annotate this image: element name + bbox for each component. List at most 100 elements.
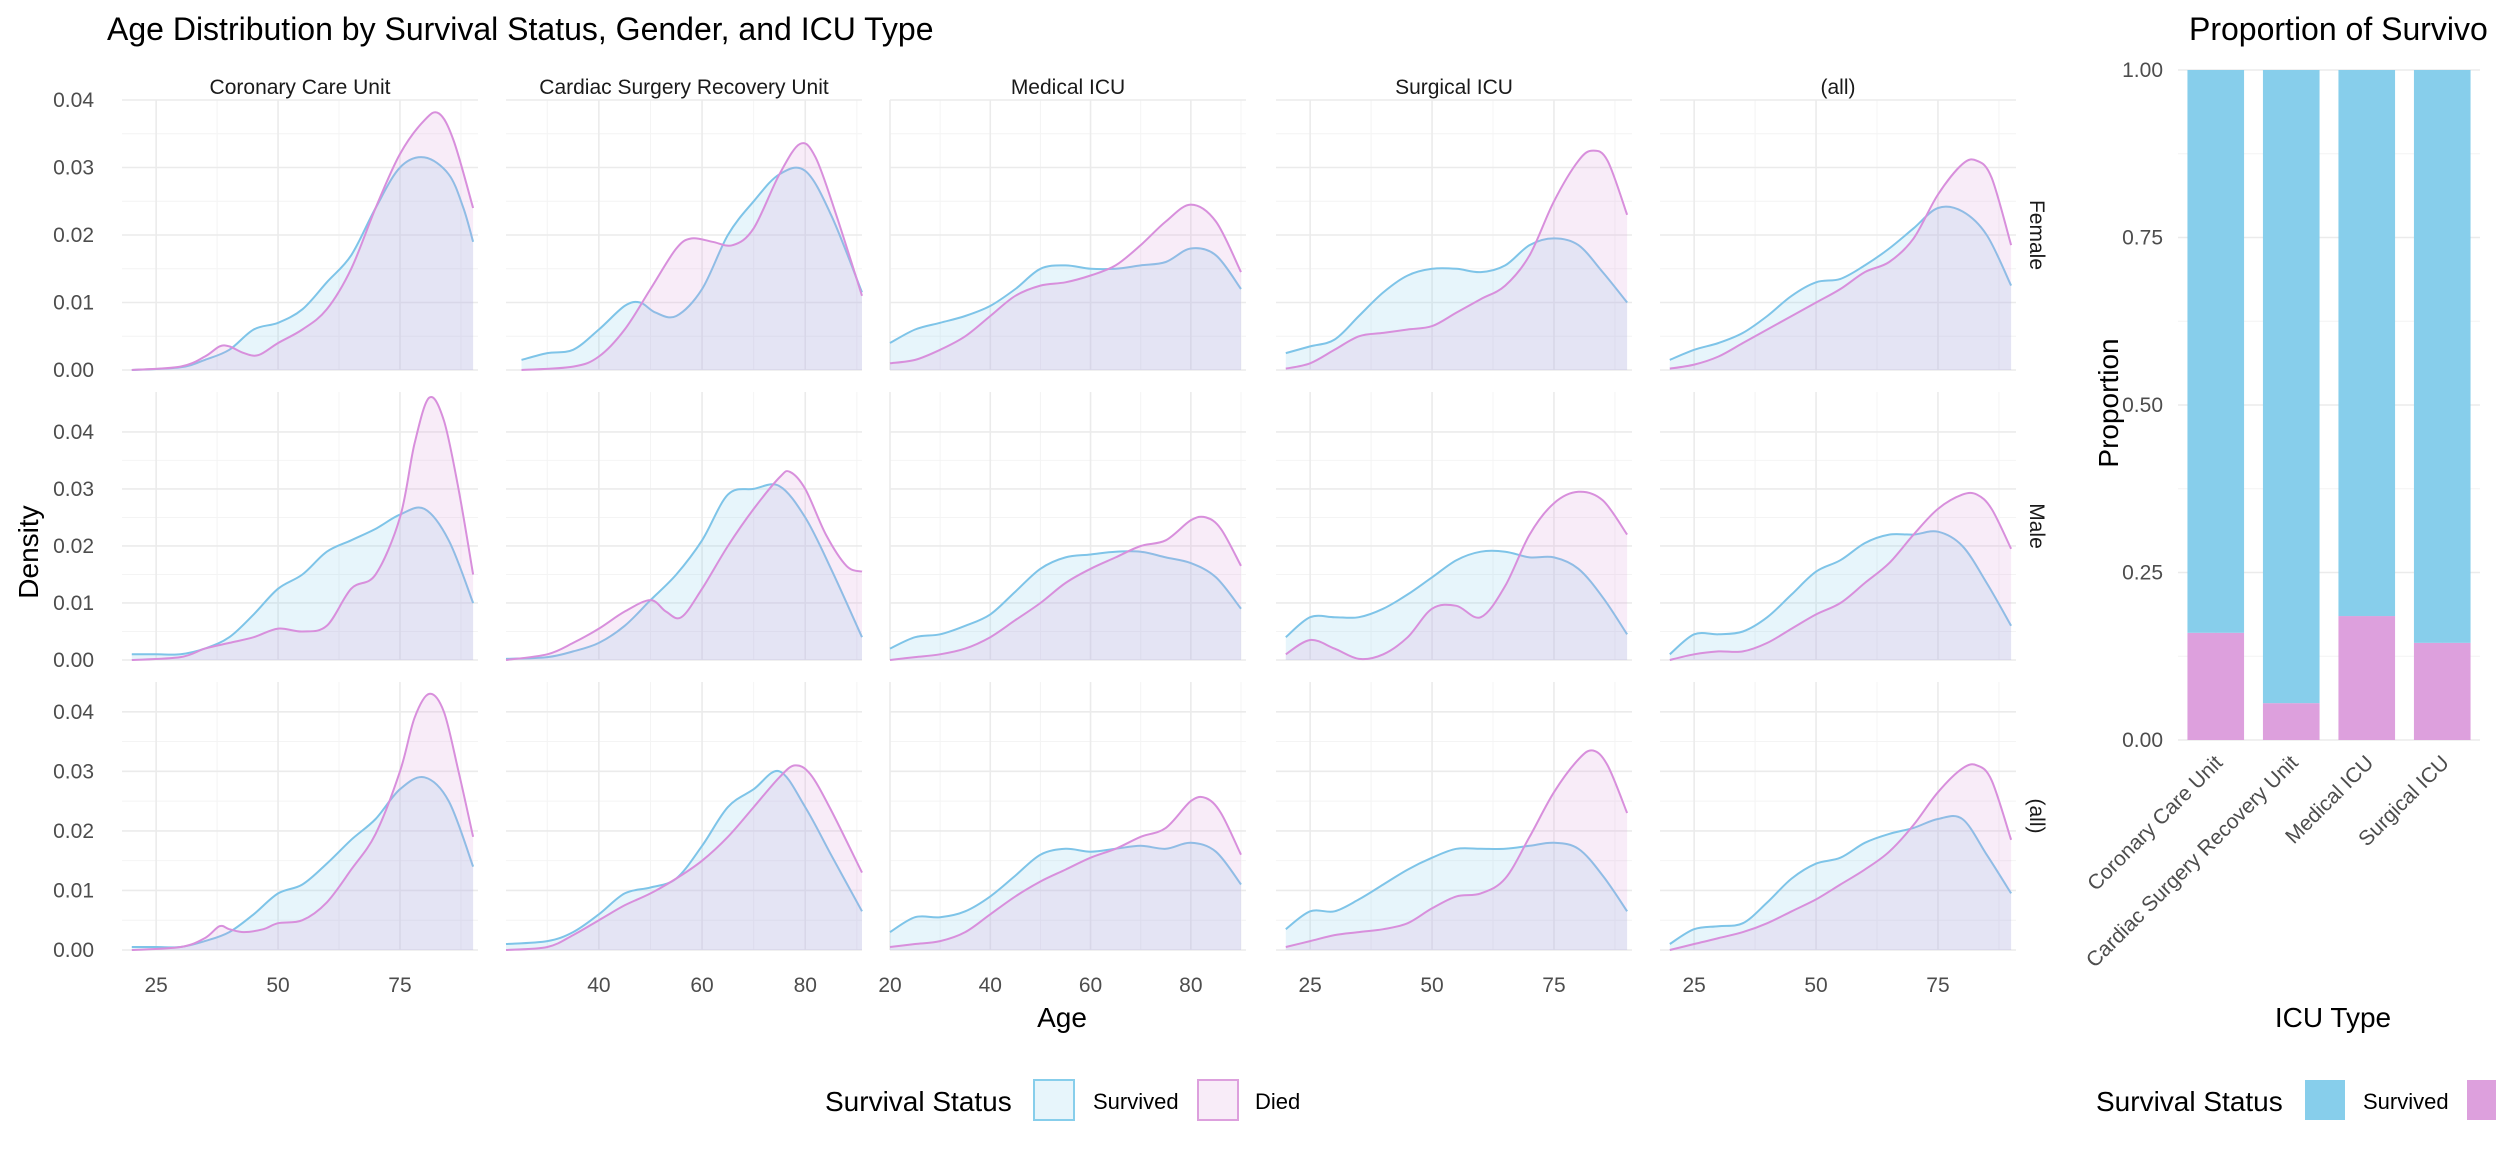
density-legend: Survival Status Survived Died [825,1079,1300,1121]
density-facet-chart: Age Distribution by Survival Status, Gen… [13,11,2048,1121]
x-tick-label-coronary-care-unit-0: 25 [144,974,167,997]
density-area-died-all-coronary-care-unit [131,693,474,950]
x-tick-label-surgical-icu-1: 50 [1420,974,1443,997]
facet-grid: 0.00 0.01 0.02 0.03 0.04 Female Coronary Care … [53,76,2048,997]
facet-col-strip-all: (all) [1821,76,1856,99]
x-tick-label-medical-icu-1: 40 [979,974,1002,997]
density-line-survived-all-medical-icu [889,841,1242,933]
legend-key-died-bar [2467,1080,2496,1120]
legend-key-died [1197,1079,1239,1121]
bar-y-tick-label-1: 0.25 [2122,562,2163,585]
proportion-legend-title: Survival Status [2096,1086,2283,1117]
facet-col-strip-surgical-icu: Surgical ICU [1395,76,1513,99]
density-area-died-all-cardiac-surgery-recovery-unit [506,765,862,950]
facet-panel-male-cardiac-surgery-recovery-unit [505,392,863,661]
density-area-survived-male-medical-icu [890,551,1241,660]
x-tick-label-medical-icu-2: 60 [1079,974,1102,997]
legend-label-survived-bar: Survived [2363,1089,2449,1114]
bar-survived-cardiac-surgery-recovery-unit [2262,70,2320,704]
density-area-died-male-coronary-care-unit [131,396,474,660]
density-line-survived-female-cardiac-surgery-recovery-unit [521,166,863,361]
y-tick-label-all-3: 0.03 [53,760,94,783]
proportion-y-axis-title: Proportion [2093,338,2124,467]
density-line-died-female-medical-icu [889,203,1242,365]
legend-label-died: Died [1255,1089,1300,1114]
facet-panel-female-cardiac-surgery-recovery-unit [506,99,863,371]
y-tick-label-all-0: 0.00 [53,939,94,962]
density-line-survived-male-cardiac-surgery-recovery-unit [505,483,863,660]
density-line-survived-male-surgical-icu [1285,549,1628,638]
legend-label-survived: Survived [1093,1089,1179,1114]
facet-panel-female-surgical-icu [1276,99,1632,371]
bar-y-tick-label-2: 0.50 [2122,394,2163,417]
density-area-survived-all-coronary-care-unit [131,776,474,950]
density-line-died-all-coronary-care-unit [131,692,475,951]
density-line-survived-male-all [1669,530,2012,656]
density-line-died-female-all [1669,158,2013,370]
density-area-survived-male-cardiac-surgery-recovery-unit [506,484,862,660]
density-line-died-all-cardiac-surgery-recovery-unit [505,764,863,951]
density-line-survived-female-all [1669,205,2013,361]
density-area-survived-male-all [1669,531,2012,660]
density-area-died-female-medical-icu [890,204,1241,370]
density-area-died-female-cardiac-surgery-recovery-unit [521,143,862,370]
density-area-died-male-surgical-icu [1285,491,1628,660]
density-area-died-all-medical-icu [890,796,1241,950]
y-tick-label-female-2: 0.02 [53,224,94,247]
density-x-axis-title: Age [1037,1002,1087,1033]
y-tick-label-female-0: 0.00 [53,359,94,382]
y-tick-label-male-0: 0.00 [53,649,94,672]
y-tick-label-all-4: 0.04 [53,701,94,724]
facet-panel-all-medical-icu [889,682,1246,951]
density-area-died-female-coronary-care-unit [131,112,474,370]
density-line-died-female-cardiac-surgery-recovery-unit [521,142,863,371]
y-tick-label-male-3: 0.03 [53,478,94,501]
density-area-died-female-surgical-icu [1285,150,1628,370]
density-line-died-all-surgical-icu [1285,749,1629,948]
facet-panel-all-surgical-icu [1276,682,1632,951]
facet-col-strip-cardiac-surgery-recovery-unit: Cardiac Surgery Recovery Unit [539,76,829,99]
density-area-died-all-all [1669,764,2012,950]
proportion-chart-title: Proportion of Survivo [2189,11,2488,47]
facet-panel-male-coronary-care-unit [122,392,478,661]
x-tick-label-coronary-care-unit-1: 50 [266,974,289,997]
x-tick-label-all-1: 50 [1804,974,1827,997]
density-line-survived-all-surgical-icu [1285,841,1628,930]
density-area-survived-all-cardiac-surgery-recovery-unit [506,770,862,950]
facet-panel-female-coronary-care-unit [122,99,478,371]
density-area-survived-female-cardiac-surgery-recovery-unit [521,167,862,370]
density-area-died-female-all [1669,159,2012,370]
bar-died-medical-icu [2338,616,2396,740]
y-tick-label-male-4: 0.04 [53,421,94,444]
y-tick-label-all-1: 0.01 [53,879,94,902]
facet-panel-male-all [1660,392,2016,661]
bar-x-tick-label-coronary-care-unit: Coronary Care Unit [2083,751,2227,895]
density-line-survived-female-medical-icu [889,247,1242,344]
density-legend-title: Survival Status [825,1086,1012,1117]
y-tick-label-male-1: 0.01 [53,592,94,615]
bar-survived-surgical-icu [2413,70,2471,643]
facet-panel-all-coronary-care-unit [122,682,478,951]
bar-died-coronary-care-unit [2187,632,2245,740]
density-line-died-male-medical-icu [889,515,1242,661]
x-tick-label-coronary-care-unit-2: 75 [388,974,411,997]
facet-row-strip-female: Female [2025,200,2048,270]
bar-y-tick-label-4: 1.00 [2122,59,2163,82]
facet-row-strip-all: (all) [2025,799,2048,834]
density-line-survived-female-coronary-care-unit [131,156,475,371]
x-tick-label-medical-icu-0: 20 [878,974,901,997]
bar-survived-medical-icu [2338,70,2396,617]
facet-panel-all-cardiac-surgery-recovery-unit [505,682,863,951]
facet-panel-male-surgical-icu [1276,392,1632,661]
proportion-bar-chart: Proportion of Survivo 0.00 0.25 0.50 0.75 1.… [2082,11,2496,1120]
bar-y-tick-label-3: 0.75 [2122,227,2163,250]
legend-key-survived-bar [2305,1080,2345,1120]
density-line-died-all-all [1669,763,2013,951]
y-tick-label-female-3: 0.03 [53,157,94,180]
y-tick-label-female-1: 0.01 [53,292,94,315]
x-tick-label-all-0: 25 [1682,974,1705,997]
facet-row-strip-male: Male [2025,503,2048,549]
facet-panel-male-medical-icu [889,392,1246,661]
density-area-survived-all-all [1669,815,2012,950]
